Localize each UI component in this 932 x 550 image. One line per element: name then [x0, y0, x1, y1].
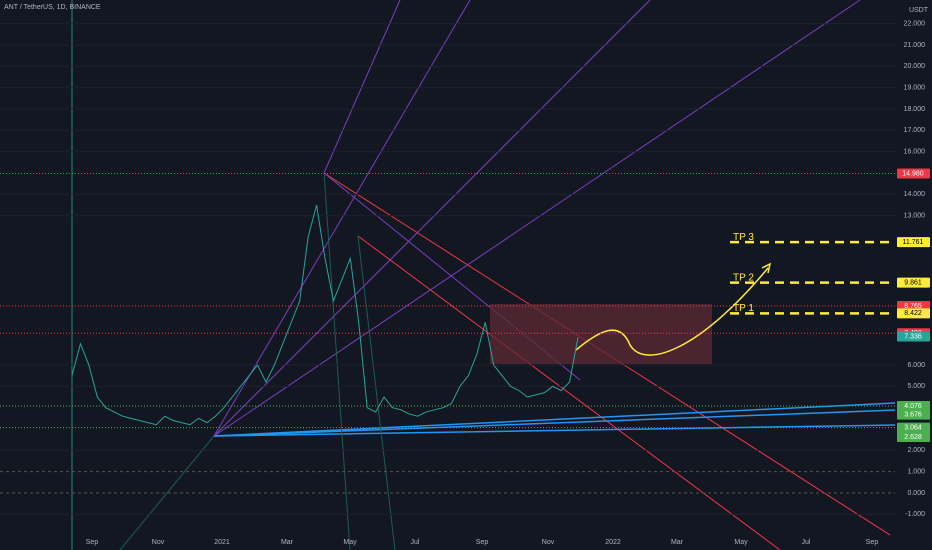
x-tick-label: Nov — [152, 539, 165, 546]
price-label: 11.761 — [903, 239, 924, 246]
x-tick-label: 2022 — [605, 539, 621, 546]
x-tick-label: Sep — [866, 539, 879, 546]
x-tick-label: Mar — [281, 539, 294, 546]
price-label-box — [897, 401, 930, 412]
chart-header: ANT / TetherUS, 1D, BINANCE — [4, 4, 101, 11]
y-tick-label: 13.000 — [904, 213, 926, 220]
y-tick-label: 19.000 — [904, 85, 926, 92]
price-label-box — [897, 422, 930, 433]
price-label: 9.861 — [904, 280, 922, 287]
price-label-box — [897, 331, 930, 342]
tp-label: TP 1 — [733, 303, 754, 314]
price-label: 2.628 — [904, 434, 922, 441]
y-tick-label: 21.000 — [904, 42, 926, 49]
x-tick-label: Sep — [86, 539, 99, 546]
price-label: 3.064 — [904, 424, 922, 431]
y-tick-label: 2.000 — [907, 447, 925, 454]
x-tick-label: May — [734, 539, 748, 546]
y-tick-label: 0.000 — [907, 490, 925, 497]
price-label: 7.336 — [904, 333, 922, 340]
x-tick-label: Mar — [671, 539, 684, 546]
price-label: 3.676 — [904, 411, 922, 418]
price-label: 4.076 — [904, 403, 922, 410]
drawings — [71, 0, 896, 550]
price-label-box — [897, 237, 930, 248]
y-tick-label: -1.000 — [905, 511, 925, 518]
arrow-head — [761, 262, 772, 274]
price-axis — [895, 0, 932, 550]
tp-label: TP 3 — [733, 232, 754, 243]
unit: USDT — [909, 7, 929, 14]
price-label-box — [897, 308, 930, 319]
y-tick-label: 17.000 — [904, 127, 926, 134]
y-tick-label: 1.000 — [907, 469, 925, 476]
y-tick-label: 6.000 — [907, 362, 925, 369]
y-tick-label: 16.000 — [904, 149, 926, 156]
x-tick-label: May — [343, 539, 357, 546]
x-tick-label: 2021 — [214, 539, 230, 546]
y-tick-label: 20.000 — [904, 63, 926, 70]
y-tick-label: 5.000 — [907, 383, 925, 390]
price-label: 8.765 — [904, 303, 922, 310]
x-tick-label: Jul — [802, 539, 811, 546]
price-line — [71, 204, 579, 426]
tp-label: TP 2 — [733, 272, 754, 283]
price-label-box — [897, 168, 930, 179]
price-label-box — [897, 277, 930, 288]
price-label-box — [897, 431, 930, 442]
price-label-box — [897, 409, 930, 420]
x-tick-label: Sep — [476, 539, 489, 546]
y-tick-label: 14.000 — [904, 191, 926, 198]
y-tick-label: 18.000 — [904, 106, 926, 113]
x-tick-label: Jul — [411, 539, 420, 546]
projection-arrow — [575, 267, 769, 356]
x-tick-label: Nov — [542, 539, 555, 546]
price-label: 14.980 — [902, 170, 924, 177]
price-label: 8.422 — [904, 310, 922, 317]
zone — [490, 304, 712, 364]
y-tick-label: 22.000 — [904, 21, 926, 28]
